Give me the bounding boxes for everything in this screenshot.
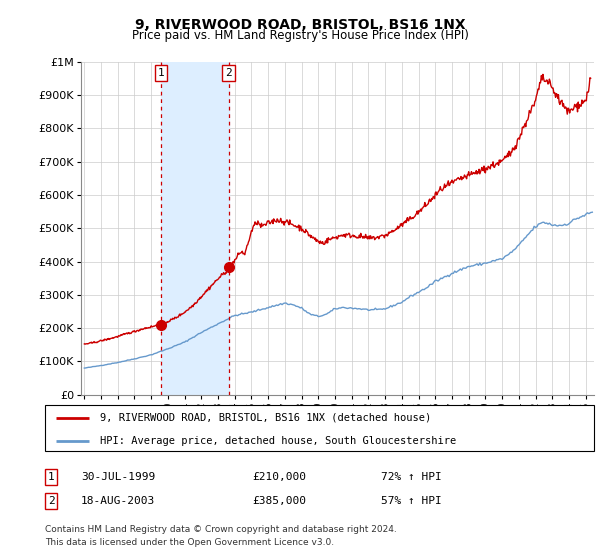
Text: 2: 2: [225, 68, 232, 78]
Text: 9, RIVERWOOD ROAD, BRISTOL, BS16 1NX (detached house): 9, RIVERWOOD ROAD, BRISTOL, BS16 1NX (de…: [100, 413, 431, 423]
Text: £385,000: £385,000: [252, 496, 306, 506]
Text: HPI: Average price, detached house, South Gloucestershire: HPI: Average price, detached house, Sout…: [100, 436, 456, 446]
Text: Price paid vs. HM Land Registry's House Price Index (HPI): Price paid vs. HM Land Registry's House …: [131, 29, 469, 42]
Text: 18-AUG-2003: 18-AUG-2003: [81, 496, 155, 506]
Text: 9, RIVERWOOD ROAD, BRISTOL, BS16 1NX: 9, RIVERWOOD ROAD, BRISTOL, BS16 1NX: [134, 18, 466, 32]
Text: 2: 2: [47, 496, 55, 506]
Text: 1: 1: [47, 472, 55, 482]
Text: £210,000: £210,000: [252, 472, 306, 482]
Text: 1: 1: [157, 68, 164, 78]
Text: This data is licensed under the Open Government Licence v3.0.: This data is licensed under the Open Gov…: [45, 538, 334, 547]
Text: 57% ↑ HPI: 57% ↑ HPI: [381, 496, 442, 506]
Text: 30-JUL-1999: 30-JUL-1999: [81, 472, 155, 482]
Text: 72% ↑ HPI: 72% ↑ HPI: [381, 472, 442, 482]
Text: Contains HM Land Registry data © Crown copyright and database right 2024.: Contains HM Land Registry data © Crown c…: [45, 525, 397, 534]
Bar: [161, 62, 229, 395]
